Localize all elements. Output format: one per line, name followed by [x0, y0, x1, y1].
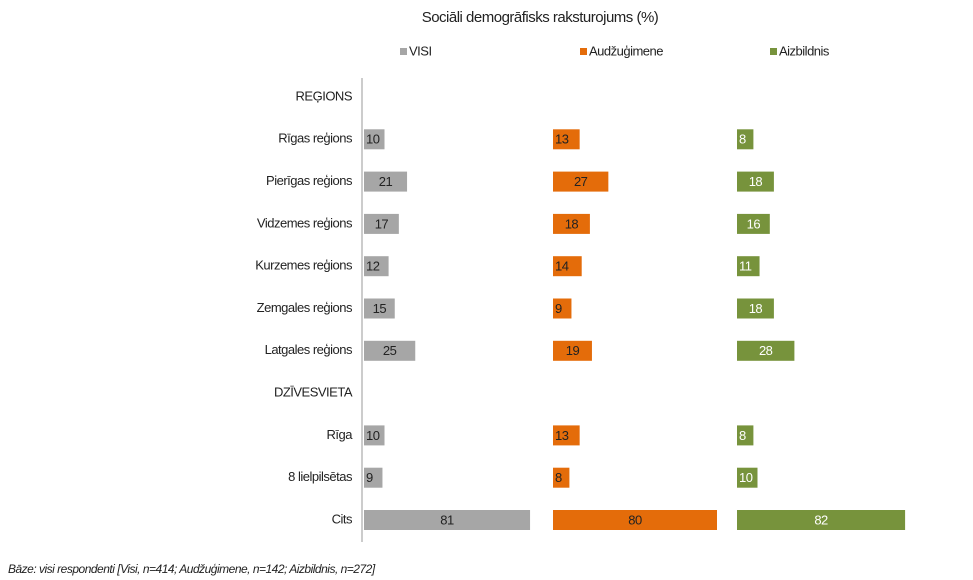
value-label: 15: [373, 301, 387, 316]
category-label: Latgales reģions: [265, 342, 353, 357]
value-label: 81: [440, 512, 454, 527]
category-label: Vidzemes reģions: [257, 215, 353, 230]
category-label: Kurzemes reģions: [255, 258, 353, 273]
bar: [553, 171, 609, 192]
category-label: Zemgales reģions: [257, 300, 353, 315]
value-label: 8: [739, 132, 746, 147]
bar: [364, 171, 408, 192]
value-label: 8: [555, 470, 562, 485]
bar: [737, 425, 754, 446]
value-label: 18: [749, 174, 763, 189]
legend-swatch: [770, 48, 777, 55]
bar: [737, 213, 770, 234]
bar: [364, 510, 531, 530]
bar: [364, 340, 416, 361]
value-label: 8: [739, 428, 746, 443]
bar: [364, 213, 399, 234]
value-label: 21: [379, 174, 393, 189]
bar: [553, 510, 717, 530]
value-label: 13: [555, 428, 569, 443]
value-label: 27: [574, 174, 588, 189]
category-label: Pierīgas reģions: [266, 173, 353, 188]
value-label: 82: [814, 512, 828, 527]
bar: [364, 256, 389, 277]
bar: [553, 129, 580, 150]
category-label: DZĪVESVIETA: [274, 385, 353, 400]
bar: [737, 256, 760, 277]
value-label: 10: [366, 132, 380, 147]
value-label: 12: [366, 259, 380, 274]
value-label: 18: [565, 216, 579, 231]
value-label: 14: [555, 259, 569, 274]
legend-swatch: [400, 48, 407, 55]
value-label: 16: [747, 216, 761, 231]
value-label: 25: [383, 343, 397, 358]
value-label: 9: [366, 470, 373, 485]
bar: [364, 467, 383, 488]
value-label: 28: [759, 343, 773, 358]
legend-swatch: [580, 48, 587, 55]
bar: [737, 171, 774, 192]
value-label: 17: [375, 216, 389, 231]
value-label: 10: [739, 470, 753, 485]
value-label: 13: [555, 132, 569, 147]
value-label: 19: [566, 343, 580, 358]
category-label: REĢIONS: [296, 88, 353, 103]
value-label: 80: [628, 512, 642, 527]
footnote: Bāze: visi respondenti [Visi, n=414; Aud…: [8, 562, 376, 576]
bar: [553, 213, 590, 234]
bar: [737, 340, 795, 361]
category-label: 8 lielpilsētas: [288, 469, 353, 484]
category-label: Rīgas reģions: [278, 131, 353, 146]
bar: [737, 467, 758, 488]
legend-label: VISI: [409, 43, 432, 58]
value-label: 9: [555, 301, 562, 316]
bar: [364, 129, 385, 150]
bar: [737, 129, 754, 150]
legend-label: Audžuģimene: [589, 43, 663, 58]
category-label: Cits: [332, 511, 353, 526]
value-label: 11: [739, 259, 752, 274]
value-label: 10: [366, 428, 380, 443]
value-label: 18: [749, 301, 763, 316]
category-label: Rīga: [327, 427, 354, 442]
bar: [553, 298, 572, 319]
bar: [737, 298, 774, 319]
bar: [553, 425, 580, 446]
bar: [364, 425, 385, 446]
bar: [364, 298, 395, 319]
bar: [553, 256, 582, 277]
legend-label: Aizbildnis: [779, 43, 830, 58]
chart-title: Sociāli demogrāfisks raksturojums (%): [422, 9, 659, 26]
bar: [737, 510, 906, 530]
bar: [553, 467, 570, 488]
bar: [553, 340, 592, 361]
